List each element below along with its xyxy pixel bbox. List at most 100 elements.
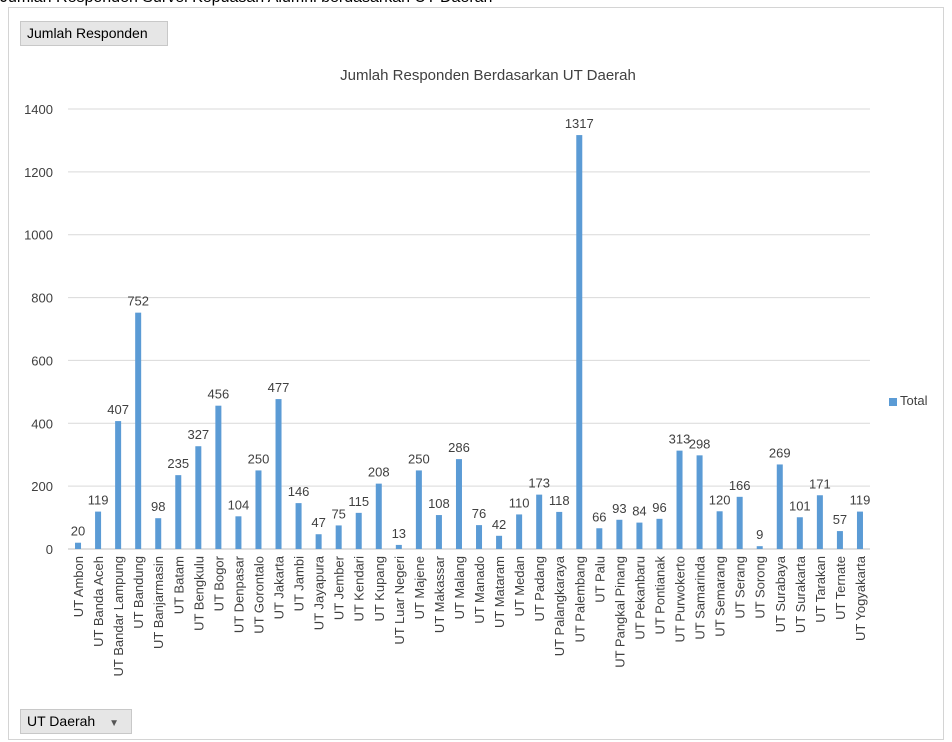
legend-swatch [889,397,897,406]
bar[interactable] [315,534,322,549]
data-label: 1317 [565,116,594,131]
bar[interactable] [175,475,182,549]
bar[interactable] [435,515,442,549]
bar[interactable] [616,519,623,549]
x-tick-label: UT Samarinda [693,555,708,639]
bars [75,135,863,550]
x-tick-label: UT Batam [171,556,186,614]
bar[interactable] [596,528,603,549]
x-tick-label: UT Yogyakarta [853,555,868,641]
data-label: 110 [509,495,530,510]
x-tick-label: UT Serang [733,556,748,619]
bar[interactable] [375,483,382,549]
x-tick-label: UT Jambi [292,556,307,611]
data-label: 269 [769,445,791,460]
bar[interactable] [756,546,763,549]
data-label: 47 [311,515,325,530]
chart-frame [8,7,944,740]
bar[interactable] [856,511,863,549]
x-tick-label: UT Semarang [713,556,728,637]
chevron-down-icon[interactable]: ▼ [109,718,120,729]
bar[interactable] [135,312,142,549]
bar[interactable] [696,455,703,549]
data-label: 119 [88,493,109,508]
bar[interactable] [636,522,643,549]
y-tick-label: 400 [31,416,53,431]
data-label: 108 [428,496,450,511]
bar[interactable] [455,459,462,549]
x-tick-label: UT Ternate [833,556,848,620]
bar[interactable] [155,518,162,549]
bar[interactable] [476,525,483,549]
y-axis-ticks: 0 200 400 600 800 1000 1200 1400 [24,102,53,557]
bar[interactable] [115,421,122,549]
data-label: 407 [107,402,129,417]
x-tick-label: UT Denpasar [231,555,246,633]
legend-label: Total [900,393,928,408]
bar[interactable] [656,518,663,549]
x-tick-label: UT Bandung [131,556,146,629]
bar[interactable] [796,517,803,549]
data-label: 84 [632,504,646,519]
x-tick-label: UT Banjarmasin [151,556,166,649]
bar[interactable] [355,512,362,549]
bar[interactable] [836,531,843,549]
bar[interactable] [235,516,242,549]
axis-field-dropdown[interactable]: UT Daerah ▼ [20,709,132,734]
data-label: 250 [408,451,430,466]
y-tick-label: 0 [46,542,53,557]
bar[interactable] [95,511,102,549]
x-tick-label: UT Makassar [432,555,447,633]
data-label: 9 [756,527,763,542]
grid-lines [68,108,870,550]
x-tick-label: UT Mataram [492,556,507,628]
data-label: 250 [248,451,270,466]
data-label: 76 [472,506,486,521]
data-label: 208 [368,465,390,480]
axis-field-label: UT Daerah [27,713,96,729]
bar[interactable] [576,135,583,550]
bar[interactable] [195,446,202,549]
x-tick-label: UT Surabaya [773,555,788,632]
page-caption: Jumlah Responden Survei Kepuasan Alumni … [0,0,952,9]
data-label: 173 [528,476,550,491]
x-tick-label: UT Jember [332,555,347,620]
bar[interactable] [736,496,743,549]
bar[interactable] [516,514,523,549]
bar[interactable] [275,399,282,549]
y-tick-label: 800 [31,291,53,306]
bar[interactable] [556,511,563,549]
data-label: 286 [448,440,470,455]
bar[interactable] [395,544,402,549]
x-tick-label: UT Bogor [211,555,226,611]
bar[interactable] [215,405,222,549]
data-label: 313 [669,432,691,447]
bar[interactable] [816,495,823,549]
x-tick-label: UT Jayapura [312,555,327,630]
data-label: 115 [348,494,369,509]
data-label: 66 [592,509,606,524]
data-label: 118 [549,493,570,508]
x-axis-ticks: UT Ambon UT Banda Aceh UT Bandar Lampung UT… [71,555,868,676]
data-label: 146 [288,484,310,499]
bar[interactable] [415,470,422,549]
value-field-button[interactable]: Jumlah Responden [20,21,168,46]
data-label: 75 [331,506,345,521]
bar[interactable] [295,503,302,549]
data-label: 166 [729,478,751,493]
data-label: 327 [187,427,209,442]
bar[interactable] [335,525,342,549]
bar[interactable] [255,470,262,549]
bar[interactable] [716,511,723,549]
bar[interactable] [496,535,503,549]
bar[interactable] [536,494,543,549]
x-tick-label: UT Padang [532,556,547,622]
data-label: 119 [850,493,871,508]
x-tick-label: UT Surakarta [793,555,808,633]
data-label: 477 [268,380,290,395]
bar[interactable] [776,464,783,549]
bar[interactable] [676,450,683,549]
x-tick-label: UT Sorong [753,556,768,619]
bar[interactable] [75,542,82,549]
